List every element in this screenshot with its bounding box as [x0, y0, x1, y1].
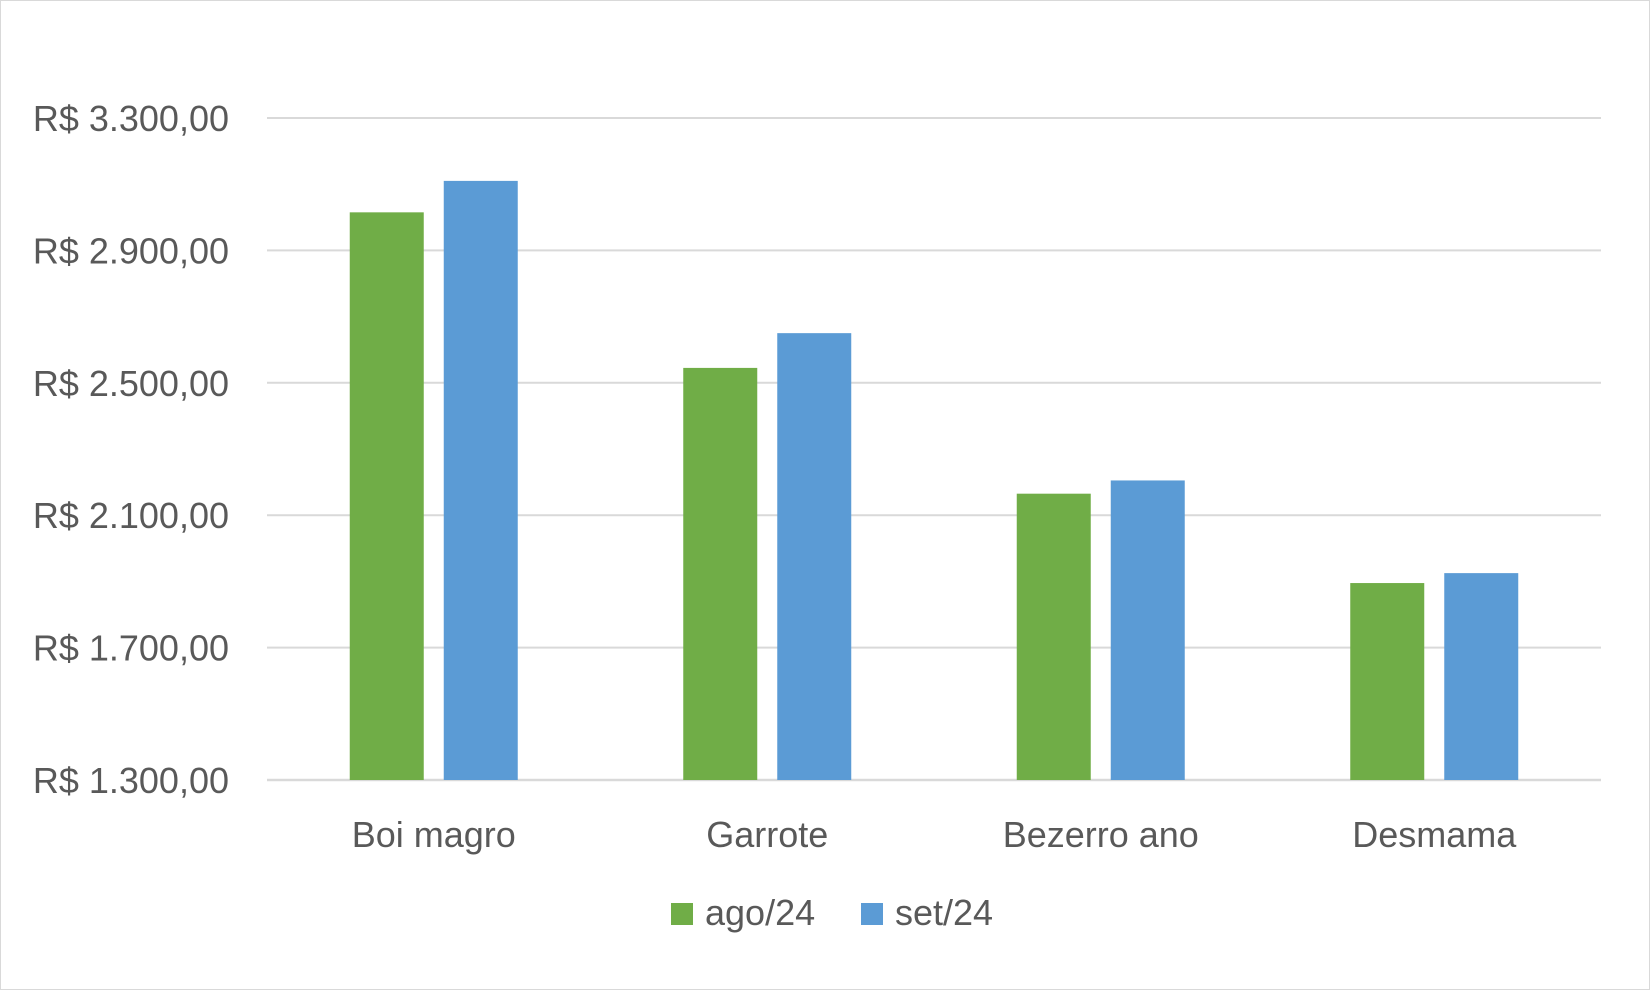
bar-ago-24-0	[349, 212, 424, 780]
bar-set-24-2	[1110, 480, 1185, 780]
x-category-label: Boi magro	[352, 814, 516, 855]
bars	[349, 180, 1519, 780]
bar-set-24-0	[443, 180, 518, 780]
legend-swatch	[861, 903, 883, 925]
legend: ago/24 set/24	[671, 892, 993, 933]
x-axis: Boi magro Garrote Bezerro ano Desmama	[352, 814, 1518, 855]
legend-swatch	[671, 903, 693, 925]
x-category-label: Bezerro ano	[1003, 814, 1199, 855]
y-tick-label: R$ 2.100,00	[33, 495, 229, 536]
bar-ago-24-3	[1350, 583, 1425, 780]
y-tick-label: R$ 1.300,00	[33, 760, 229, 801]
y-axis: R$ 1.300,00 R$ 1.700,00 R$ 2.100,00 R$ 2.50…	[33, 98, 229, 801]
x-category-label: Garrote	[706, 814, 828, 855]
y-tick-label: R$ 3.300,00	[33, 98, 229, 139]
y-tick-label: R$ 2.900,00	[33, 230, 229, 271]
bar-set-24-1	[777, 333, 852, 780]
y-tick-label: R$ 1.700,00	[33, 628, 229, 669]
legend-label: ago/24	[705, 892, 815, 933]
bar-ago-24-2	[1016, 493, 1091, 780]
y-tick-label: R$ 2.500,00	[33, 363, 229, 404]
bar-ago-24-1	[683, 367, 758, 780]
bar-set-24-3	[1444, 573, 1519, 780]
legend-label: set/24	[895, 892, 993, 933]
x-category-label: Desmama	[1352, 814, 1517, 855]
